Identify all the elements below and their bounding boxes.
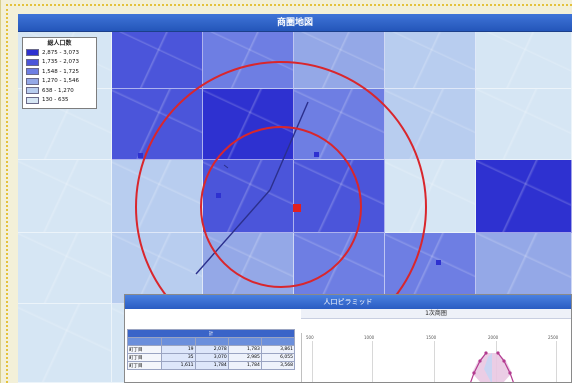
grid-cell[interactable] [294,89,385,160]
legend-swatch [26,87,39,95]
table-cell: 3,861 [260,345,296,354]
pyramid-tick-label: 1500 [426,335,437,340]
pyramid-tick-label: 2500 [548,335,559,340]
population-table: 計 町丁目 19 2,078 1,783 3,861 町丁目 35 3,070 … [126,329,296,370]
legend-swatch [26,68,39,76]
grid-cell[interactable] [203,89,294,160]
selection-border-left [6,4,16,383]
legend-swatch [26,49,39,57]
table-cell: 6,055 [260,353,296,362]
road-line [195,189,271,275]
grid-cell[interactable] [476,233,572,304]
pyramid-shape [470,351,514,382]
panel-title-bar[interactable]: 人口ピラミッド [125,295,571,309]
table-cell: 1,784 [194,361,229,370]
legend-swatch [26,77,39,85]
legend-swatch [26,58,39,66]
grid-cell[interactable] [385,160,476,233]
legend-label: 1,548 - 1,725 [42,68,79,75]
grid-cell[interactable] [294,233,385,304]
pyramid-tick-label: 1000 [364,335,375,340]
pyramid-tick-label: 2000 [488,335,499,340]
grid-cell[interactable] [112,233,203,304]
table-row: 町丁目 19 2,078 1,783 3,861 [126,345,296,354]
legend-item: 130 - 635 [26,96,93,106]
store-location-marker[interactable] [293,204,301,212]
legend-label: 1,735 - 2,073 [42,59,79,66]
legend-item: 1,270 - 1,546 [26,77,93,87]
table-cell: 19 [161,345,196,354]
legend-swatch [26,96,39,104]
legend-item: 1,735 - 2,073 [26,58,93,68]
panel-title: 人口ピラミッド [323,298,373,306]
table-cell: 町丁目 [126,353,163,362]
grid-cell[interactable] [18,233,112,304]
grid-cell[interactable] [476,32,572,89]
grid-cell[interactable] [476,160,572,233]
table-cell: 35 [161,353,196,362]
pyramid-tick-label: 500 [306,335,314,340]
population-pyramid-panel[interactable]: 人口ピラミッド 1次商圏 計 町丁目 19 2,078 1,783 3,861 … [124,294,572,383]
legend-item: 1,548 - 1,725 [26,67,93,77]
table-cell: 3,070 [194,353,229,362]
grid-cell[interactable] [476,89,572,160]
table-cell: 2,078 [194,345,229,354]
pyramid-gridline [434,341,435,382]
panel-subtitle: 1次商圏 [301,309,571,319]
grid-cell[interactable] [203,233,294,304]
table-row: 町丁目 1,611 1,784 1,784 3,568 [126,361,296,370]
table-cell: 町丁目 [126,345,163,354]
road-line [269,101,309,191]
table-row: 町丁目 35 3,070 2,985 6,055 [126,353,296,362]
table-cell: 2,985 [227,353,262,362]
legend-label: 638 - 1,270 [42,87,74,94]
population-legend: 総人口数 2,875 - 3,073 1,735 - 2,073 1,548 -… [22,37,97,109]
legend-title: 総人口数 [47,40,72,47]
pyramid-gridline [312,341,313,382]
pyramid-gridline [556,341,557,382]
grid-cell[interactable] [294,160,385,233]
grid-cell[interactable] [112,89,203,160]
legend-label: 1,270 - 1,546 [42,78,79,85]
grid-cell[interactable] [294,32,385,89]
table-cell: 1,783 [227,345,262,354]
legend-item: 638 - 1,270 [26,86,93,96]
table-cell: 1,784 [227,361,262,370]
map-title: 商圏地図 [276,18,313,28]
pyramid-gridline [372,341,373,382]
table-cell: 3,568 [260,361,296,370]
population-pyramid-chart: 500 1000 1500 2000 2500 [301,333,571,382]
grid-cell[interactable] [112,32,203,89]
map-title-bar[interactable]: 商圏地図 [18,14,572,32]
grid-cell[interactable] [18,304,112,383]
legend-label: 130 - 635 [42,97,69,104]
table-subheader-row [126,337,296,346]
grid-cell[interactable] [385,32,476,89]
table-cell: 1,611 [161,361,196,370]
table-header: 計 [127,329,295,338]
road-line [223,164,229,169]
grid-cell[interactable] [112,160,203,233]
trade-area-ring-inner[interactable] [200,126,362,288]
map-point-icon [216,193,221,198]
map-point-icon [314,152,319,157]
grid-cell[interactable] [18,160,112,233]
legend-item: 2,875 - 3,073 [26,48,93,58]
map-overlay [135,61,441,353]
map-point-icon [138,153,143,158]
table-cell: 町丁目 [126,361,163,370]
map-point-icon [436,260,441,265]
selection-border-top [6,4,572,14]
legend-label: 2,875 - 3,073 [42,49,79,56]
grid-cell[interactable] [203,32,294,89]
